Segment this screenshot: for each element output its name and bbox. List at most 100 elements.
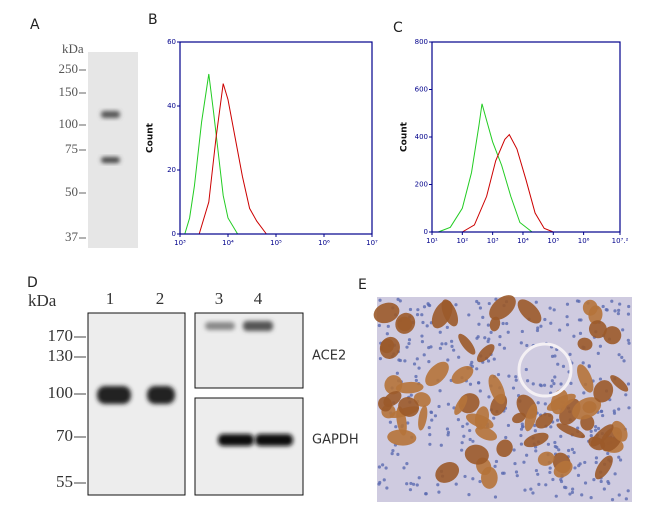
blot bbox=[194, 397, 304, 496]
nucleus bbox=[627, 304, 631, 309]
marker-label: 100 bbox=[59, 116, 79, 131]
nucleus bbox=[626, 489, 630, 493]
stained-tubule bbox=[418, 405, 428, 431]
nucleus bbox=[617, 353, 621, 357]
nucleus bbox=[456, 418, 460, 422]
nucleus bbox=[496, 372, 501, 377]
stained-tubule bbox=[611, 420, 628, 442]
panel-label: D bbox=[27, 275, 38, 291]
nucleus bbox=[421, 320, 425, 325]
nucleus bbox=[487, 301, 491, 306]
nucleus bbox=[422, 353, 426, 357]
nucleus bbox=[486, 359, 491, 363]
nucleus bbox=[594, 460, 598, 465]
nucleus bbox=[468, 437, 472, 442]
nucleus bbox=[525, 343, 529, 348]
nucleus bbox=[617, 308, 621, 312]
nucleus bbox=[501, 321, 505, 326]
panel-label: E bbox=[358, 277, 367, 293]
stained-tubule bbox=[517, 299, 542, 324]
nucleus bbox=[378, 298, 382, 302]
stained-tubule bbox=[435, 462, 460, 483]
nucleus bbox=[565, 302, 570, 306]
nucleus bbox=[471, 439, 475, 443]
nucleus bbox=[440, 342, 444, 346]
nucleus bbox=[478, 389, 482, 393]
nucleus bbox=[385, 332, 389, 336]
stained-tubule bbox=[398, 397, 420, 417]
nucleus bbox=[552, 382, 556, 386]
y-axis-label: Count bbox=[400, 121, 410, 152]
band bbox=[147, 386, 175, 404]
nucleus bbox=[520, 424, 525, 429]
nucleus bbox=[550, 354, 555, 358]
nucleus bbox=[411, 482, 416, 486]
nucleus bbox=[412, 362, 417, 366]
nucleus bbox=[598, 344, 603, 348]
nucleus bbox=[468, 428, 472, 433]
x-tick-label: 10⁴ bbox=[222, 239, 234, 247]
nucleus bbox=[475, 336, 479, 340]
nucleus bbox=[378, 357, 383, 361]
nucleus bbox=[529, 487, 533, 491]
nucleus bbox=[420, 313, 424, 317]
nucleus bbox=[536, 326, 540, 330]
nucleus bbox=[553, 354, 557, 358]
nucleus bbox=[391, 448, 395, 453]
nucleus bbox=[602, 487, 606, 491]
nucleus bbox=[449, 339, 454, 343]
y-tick-label: 200 bbox=[415, 181, 428, 189]
nucleus bbox=[408, 488, 413, 492]
nucleus bbox=[445, 427, 450, 431]
stained-tubule bbox=[395, 312, 416, 334]
nucleus bbox=[407, 341, 411, 346]
nucleus bbox=[425, 324, 429, 328]
x-tick-label: 10⁴ bbox=[517, 237, 529, 245]
nucleus bbox=[477, 381, 481, 385]
y-tick-label: 600 bbox=[415, 86, 428, 94]
stained-tubule bbox=[488, 374, 506, 405]
nucleus bbox=[444, 342, 448, 346]
nucleus bbox=[612, 411, 617, 415]
nucleus bbox=[617, 455, 621, 459]
nucleus bbox=[513, 461, 517, 466]
nucleus bbox=[525, 453, 529, 457]
nucleus bbox=[624, 393, 628, 397]
nucleus bbox=[604, 308, 608, 312]
nucleus bbox=[390, 452, 394, 456]
nucleus bbox=[601, 413, 605, 418]
nucleus bbox=[534, 300, 538, 304]
nucleus bbox=[558, 328, 562, 332]
nucleus bbox=[405, 345, 409, 349]
nucleus bbox=[427, 426, 431, 430]
nucleus bbox=[438, 346, 442, 350]
nucleus bbox=[593, 428, 598, 432]
y-tick-label: 0 bbox=[424, 228, 428, 236]
stained-tubule bbox=[537, 451, 555, 466]
nucleus bbox=[599, 409, 603, 413]
marker-label: 55 bbox=[56, 472, 73, 491]
nucleus bbox=[566, 448, 571, 453]
stained-tubule bbox=[441, 299, 459, 327]
nucleus bbox=[601, 304, 605, 309]
nucleus bbox=[397, 358, 401, 362]
nucleus bbox=[576, 426, 580, 430]
marker-label: 100 bbox=[48, 383, 74, 402]
nucleus bbox=[460, 441, 464, 445]
nucleus bbox=[519, 442, 524, 446]
stained-tubule bbox=[512, 412, 526, 424]
nucleus bbox=[415, 313, 420, 317]
nucleus bbox=[553, 375, 557, 379]
nucleus bbox=[519, 341, 523, 345]
nucleus bbox=[475, 367, 479, 371]
nucleus bbox=[461, 424, 465, 429]
nucleus bbox=[487, 395, 491, 399]
plot-frame bbox=[431, 41, 621, 233]
histogram-line bbox=[438, 103, 533, 233]
nucleus bbox=[552, 308, 556, 312]
stained-tubule bbox=[387, 429, 417, 446]
nucleus bbox=[535, 328, 540, 333]
nucleus bbox=[583, 481, 588, 485]
blot-label: GAPDH bbox=[312, 433, 359, 448]
